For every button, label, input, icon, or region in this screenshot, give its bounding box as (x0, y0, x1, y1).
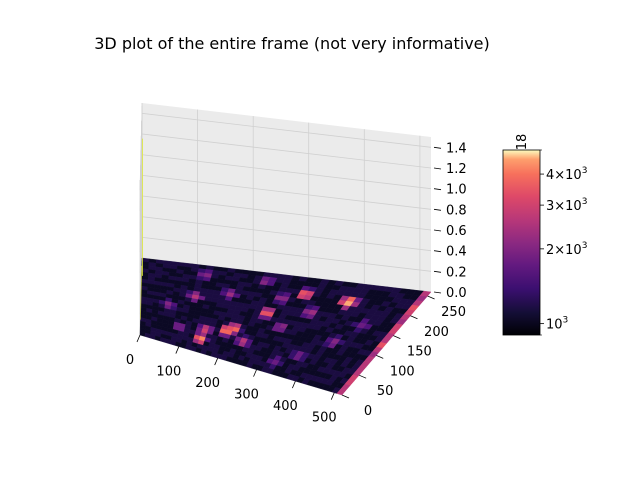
z-tick (433, 208, 442, 211)
z-tick (433, 188, 442, 191)
y-tick-label: 250 (441, 305, 466, 320)
colorbar-offset-text: 18 (515, 134, 530, 151)
x-tick (330, 392, 335, 400)
y-tick-label: 100 (390, 364, 415, 379)
z-tick-label: 0.8 (446, 203, 467, 218)
y-tick (410, 315, 418, 320)
z-tick-label: 1.0 (446, 183, 467, 198)
y-tick-label: 200 (424, 325, 449, 340)
y-tick-label: 150 (407, 345, 432, 360)
z-gridline (139, 174, 432, 253)
3d-axes: 0 100 200 300 400 500 0 50 100 150 200 250 0.0 0.2 0.4… (126, 103, 467, 426)
x-tick-label: 300 (234, 388, 259, 403)
z-gridline (139, 195, 432, 274)
z-gridline (139, 112, 432, 191)
z-gridline (139, 133, 432, 212)
z-tick-label: 1.2 (446, 162, 467, 177)
chart-title: 3D plot of the entire frame (not very in… (94, 34, 490, 53)
x-tick (175, 346, 180, 354)
z-tick-label: 0.0 (446, 286, 467, 301)
y-tick-label: 50 (377, 384, 394, 399)
z-tick-label: 0.2 (446, 265, 467, 280)
surface (139, 257, 432, 396)
y-tick (427, 295, 435, 300)
y-tick (341, 394, 350, 399)
edge-artifact-floor (140, 265, 143, 320)
x-tick-label: 0 (126, 353, 134, 368)
z-gridline (139, 236, 432, 315)
z-tick (433, 270, 442, 273)
x-tick-label: 100 (156, 365, 181, 380)
z-tick (433, 250, 442, 253)
z-tick (433, 146, 442, 149)
pane-back (142, 103, 431, 292)
y-tick-label: 0 (364, 404, 372, 419)
x-tick (136, 334, 141, 343)
z-tick (433, 229, 442, 232)
z-tick-label: 0.6 (446, 224, 467, 239)
x-tick-label: 200 (195, 376, 220, 391)
colorbar-tick-label: 2×103 (546, 241, 587, 258)
z-gridline (139, 154, 432, 232)
colorbar-gradient (502, 149, 541, 336)
z-tick (433, 167, 442, 170)
x-tick-label: 500 (312, 411, 337, 426)
z-gridline (139, 216, 432, 294)
y-tick (358, 374, 367, 379)
colorbar-tick-label: 3×103 (546, 197, 587, 214)
z-tick-label: 1.4 (446, 141, 467, 156)
y-tick (393, 335, 401, 339)
colorbar-tick-label: 103 (546, 316, 568, 333)
x-tick (214, 357, 219, 366)
x-tick-label: 400 (273, 399, 298, 414)
z-tick (433, 291, 442, 294)
colorbar: 103 2×103 3×103 4×103 18 (502, 134, 587, 336)
y-tick (376, 355, 384, 359)
x-tick (253, 369, 257, 377)
x-tick (292, 380, 296, 389)
colorbar-tick-label: 4×103 (546, 166, 587, 183)
surface-cell (336, 388, 347, 396)
z-tick-label: 0.4 (446, 245, 467, 260)
